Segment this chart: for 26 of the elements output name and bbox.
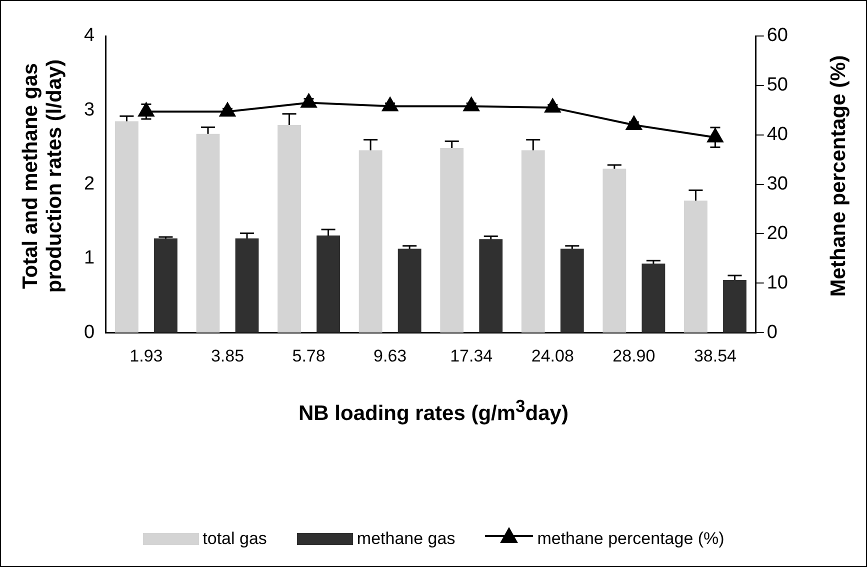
- x-tick-label: 28.90: [612, 346, 656, 366]
- legend-label: total gas: [202, 528, 267, 548]
- y2-tick-label: 40: [766, 124, 788, 146]
- x-tick-label: 9.63: [374, 346, 407, 366]
- y2-tick-label: 10: [766, 272, 788, 294]
- y-tick-label: 4: [84, 25, 95, 46]
- legend-label: methane percentage (%): [537, 528, 724, 548]
- legend-label: methane gas: [356, 528, 456, 548]
- x-tick-label: 1.93: [130, 346, 163, 366]
- x-tick-label: 17.34: [450, 346, 493, 366]
- y2-tick-label: 30: [766, 174, 788, 195]
- y-tick-label: 0: [84, 322, 95, 343]
- x-tick-label: 38.54: [694, 346, 736, 366]
- y2-tick-label: 0: [766, 322, 778, 343]
- y-tick-label: 3: [84, 99, 95, 120]
- y-tick-label: 1: [84, 248, 95, 269]
- y2-tick-label: 60: [766, 25, 788, 46]
- y-axis-title: Total and methane gas production rates (l/day): [19, 58, 67, 295]
- x-tick-label: 24.08: [531, 346, 574, 366]
- x-tick-label: 3.85: [210, 346, 244, 366]
- y2-axis-title: Methane percentage (%): [827, 55, 851, 297]
- x-axis-title: NB loading rates (g/m$^{3}$day): [298, 396, 570, 426]
- x-tick-label: 5.78: [292, 346, 326, 366]
- y2-tick-label: 20: [766, 222, 788, 244]
- y2-tick-label: 50: [766, 74, 788, 96]
- y-tick-label: 2: [84, 174, 95, 195]
